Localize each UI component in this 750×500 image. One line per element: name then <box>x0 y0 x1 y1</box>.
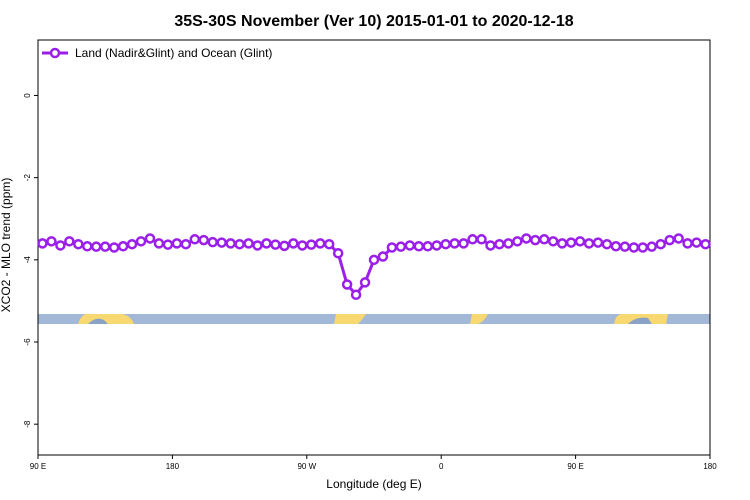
point <box>171 238 183 249</box>
point <box>431 240 442 251</box>
point <box>503 238 514 249</box>
y-tick-label: 0 <box>23 93 32 98</box>
point <box>46 236 57 247</box>
x-tick-label: 180 <box>703 462 717 471</box>
land-ocean-strip <box>38 313 710 324</box>
point <box>225 238 236 249</box>
y-axis-label: XCO2 - MLO trend (ppm) <box>0 178 13 313</box>
point <box>691 237 702 248</box>
point <box>162 239 174 250</box>
y-tick-label: -2 <box>23 174 32 182</box>
point <box>270 239 281 250</box>
point <box>655 238 666 250</box>
point <box>556 238 568 249</box>
point <box>467 234 478 245</box>
point <box>601 238 613 250</box>
point <box>234 238 245 250</box>
point <box>530 234 541 246</box>
point <box>243 238 254 249</box>
legend-label: Land (Nadir&Glint) and Ocean (Glint) <box>75 46 272 60</box>
point <box>55 240 66 251</box>
point <box>368 254 380 266</box>
point <box>359 277 371 288</box>
point <box>306 239 317 250</box>
legend: Land (Nadir&Glint) and Ocean (Glint) <box>42 46 272 60</box>
point <box>485 240 496 251</box>
x-tick-label: 180 <box>166 462 180 471</box>
point <box>189 234 201 245</box>
point <box>449 238 460 249</box>
point <box>682 238 693 249</box>
point <box>565 237 577 248</box>
point <box>413 241 425 252</box>
point <box>341 279 353 290</box>
point <box>135 236 147 247</box>
point <box>99 241 111 252</box>
point <box>261 238 272 249</box>
point <box>216 237 227 248</box>
point <box>610 241 622 252</box>
point <box>314 238 326 249</box>
y-tick-label: -8 <box>23 420 32 428</box>
point <box>198 234 210 246</box>
point <box>637 242 649 253</box>
point <box>521 233 532 244</box>
point <box>108 242 120 253</box>
point <box>279 240 290 252</box>
point <box>288 238 299 249</box>
point <box>82 241 93 252</box>
point <box>404 240 416 251</box>
point <box>144 233 156 244</box>
x-tick-label: 90 E <box>567 462 583 471</box>
y-tick-label: -6 <box>23 338 32 346</box>
chart-title: 35S-30S November (Ver 10) 2015-01-01 to … <box>174 13 573 30</box>
point <box>386 242 398 253</box>
point <box>377 251 389 262</box>
point <box>64 236 75 247</box>
point <box>422 241 434 252</box>
point <box>153 238 165 249</box>
point <box>583 238 595 249</box>
point <box>458 238 469 249</box>
point <box>207 236 218 248</box>
y-tick-label: -4 <box>23 256 32 264</box>
point <box>664 234 675 246</box>
point <box>538 234 550 245</box>
point <box>547 236 559 247</box>
x-axis-label: Longitude (deg E) <box>326 477 421 491</box>
point <box>619 241 631 252</box>
point <box>700 238 711 250</box>
point <box>252 240 263 251</box>
point <box>673 233 684 244</box>
point <box>476 234 487 245</box>
point <box>323 238 335 250</box>
point <box>395 241 407 252</box>
x-tick-label: 90 E <box>30 462 46 471</box>
x-tick-label: 90 W <box>297 462 316 471</box>
legend-marker <box>49 47 61 59</box>
plot-frame <box>37 39 711 456</box>
point <box>512 236 523 247</box>
point <box>592 237 604 248</box>
point <box>350 289 362 301</box>
point <box>117 241 129 252</box>
point <box>494 238 505 250</box>
point <box>126 238 138 250</box>
point <box>90 241 102 252</box>
point <box>297 240 308 251</box>
point <box>37 238 48 249</box>
point <box>628 242 640 253</box>
point <box>180 238 192 250</box>
x-tick-label: 0 <box>439 462 444 471</box>
point <box>332 248 344 259</box>
point <box>646 241 658 252</box>
point <box>440 238 451 250</box>
point <box>574 236 586 247</box>
point <box>73 238 84 250</box>
